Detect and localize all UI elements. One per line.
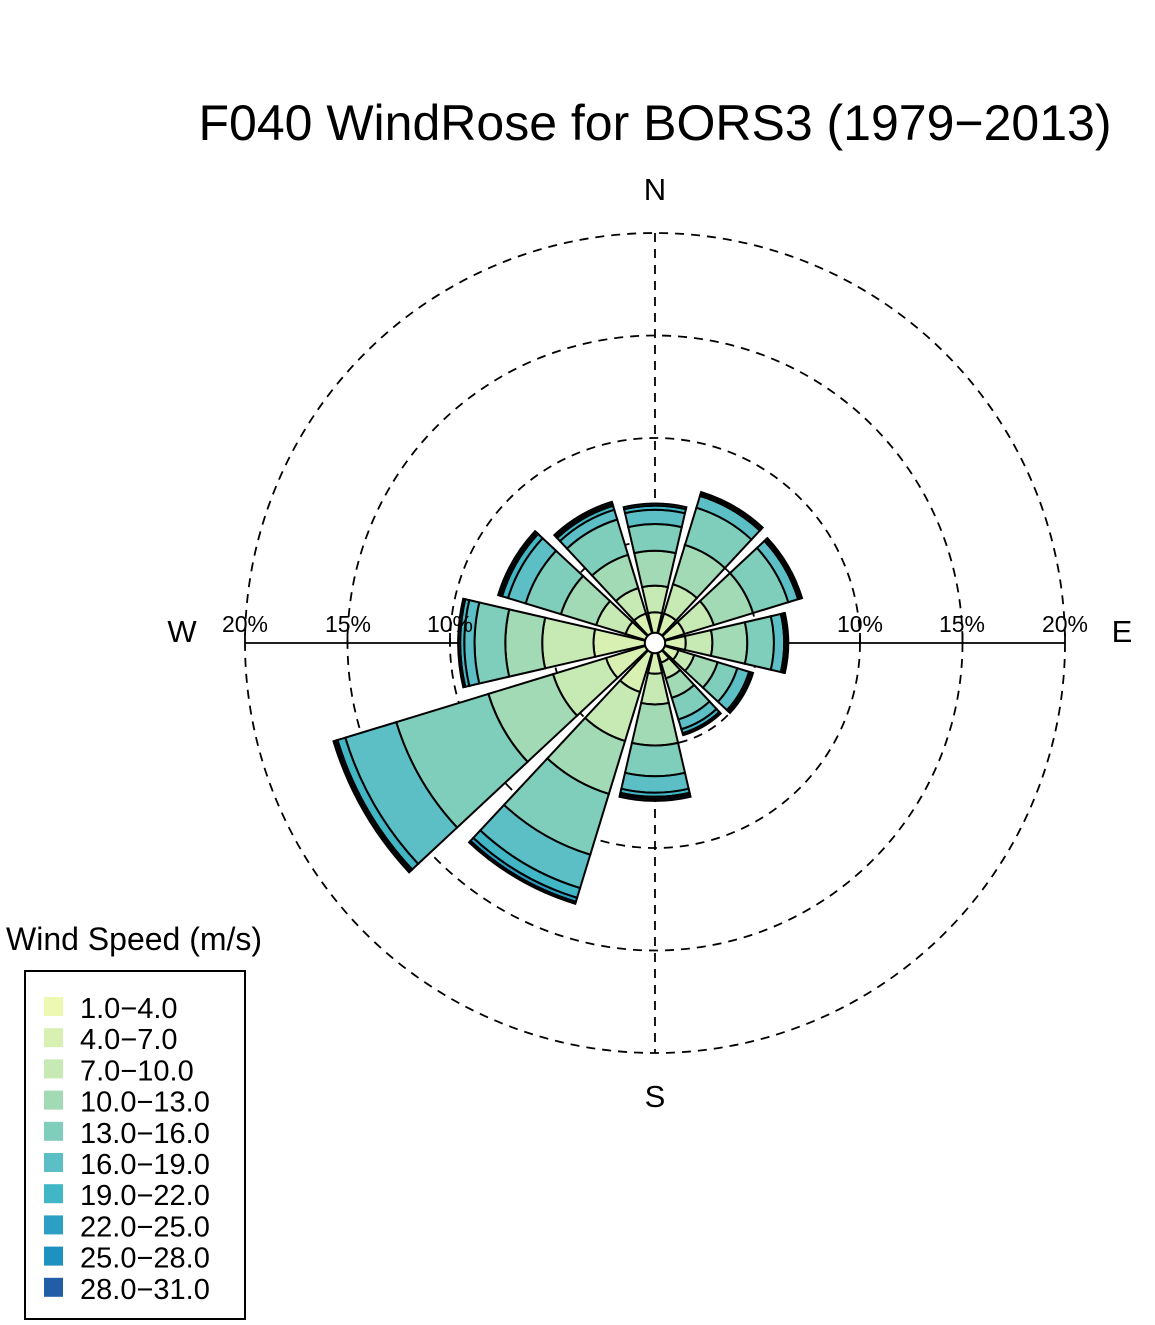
sector-ESE-bin-7: [727, 671, 755, 715]
sector-W-bin-2: [541, 616, 597, 670]
legend: Wind Speed (m/s) 1.0−4.04.0−7.07.0−10.01…: [6, 921, 262, 1320]
legend-label-4: 13.0−16.0: [80, 1118, 210, 1150]
tick-label-east-15: 15%: [939, 611, 985, 637]
direction-label-n: N: [644, 172, 666, 207]
sector-N-bin-2: [640, 584, 670, 615]
legend-swatch-8: [44, 1246, 63, 1266]
tick-label-east-10: 10%: [837, 611, 883, 637]
legend-swatch-5: [44, 1153, 63, 1172]
direction-label-e: E: [1112, 614, 1133, 649]
sector-S-bin-4: [623, 741, 687, 778]
tick-label-west-20: 20%: [222, 611, 268, 637]
legend-label-8: 25.0−28.0: [80, 1243, 210, 1275]
sector-S-bin-5: [620, 771, 690, 794]
sector-E-bin-8: [782, 611, 790, 675]
legend-label-0: 1.0−4.0: [80, 993, 178, 1025]
legend-swatch-7: [44, 1215, 63, 1235]
sector-W-bin-4: [473, 601, 511, 685]
sector-NNE-bin-7: [699, 490, 765, 531]
wind-sectors: [332, 490, 804, 905]
tick-label-west-15: 15%: [325, 611, 371, 637]
radial-tick-labels: 10% 15% 20% 10% 15% 20%: [222, 611, 1088, 637]
sector-SSW-bin-8: [467, 839, 578, 905]
legend-label-5: 16.0−19.0: [80, 1149, 210, 1181]
sector-E-bin-4: [743, 615, 775, 671]
sector-N-bin-4: [627, 523, 683, 555]
legend-label-3: 10.0−13.0: [80, 1087, 210, 1119]
direction-label-s: S: [645, 1079, 666, 1114]
sector-E-bin-3: [709, 621, 749, 665]
sector-S-bin-3: [630, 701, 680, 747]
legend-title: Wind Speed (m/s): [6, 921, 262, 957]
grid: [244, 232, 1066, 1054]
legend-swatch-3: [44, 1090, 63, 1110]
legend-label-2: 7.0−10.0: [80, 1055, 194, 1087]
legend-swatch-6: [44, 1184, 63, 1204]
sector-N-bin-3: [633, 549, 677, 589]
legend-label-6: 19.0−22.0: [80, 1180, 210, 1212]
legend-swatch-1: [44, 1028, 63, 1048]
sector-NNW-bin-8: [552, 500, 614, 538]
sector-SSE-bin-7: [681, 710, 723, 737]
sector-S-bin-8: [618, 793, 692, 802]
calm-circle: [643, 631, 667, 655]
legend-swatch-0: [44, 997, 63, 1016]
tick-label-west-10: 10%: [427, 611, 473, 637]
sector-W-bin-3: [504, 608, 547, 678]
legend-label-9: 28.0−31.0: [80, 1274, 210, 1306]
direction-label-w: W: [167, 614, 197, 649]
legend-label-1: 4.0−7.0: [80, 1024, 178, 1056]
sector-N-bin-7: [622, 502, 688, 511]
sector-WNW-bin-8: [496, 529, 538, 597]
legend-swatch-4: [44, 1121, 63, 1141]
legend-swatch-9: [44, 1277, 63, 1297]
sector-E-bin-2: [683, 628, 714, 658]
tick-label-east-20: 20%: [1042, 611, 1088, 637]
sector-W-bin-7: [457, 597, 467, 689]
legend-items: 1.0−4.04.0−7.07.0−10.010.0−13.013.0−16.0…: [44, 993, 210, 1306]
chart-title: F040 WindRose for BORS3 (1979−2013): [199, 95, 1112, 151]
sector-ENE-bin-8: [765, 536, 804, 600]
legend-label-7: 22.0−25.0: [80, 1211, 210, 1243]
sector-WSW-bin-8: [332, 739, 413, 874]
legend-swatch-2: [44, 1059, 63, 1079]
